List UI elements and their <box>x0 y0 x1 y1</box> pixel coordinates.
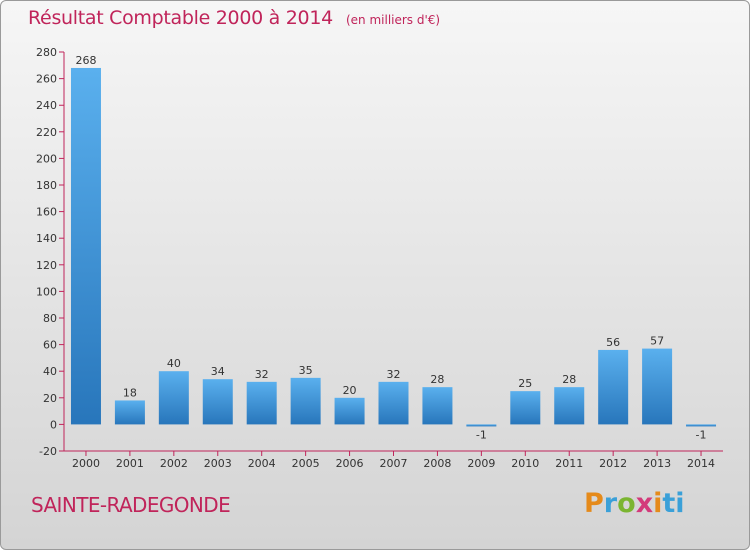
chart-title-text: Résultat Comptable 2000 à 2014 <box>28 7 333 29</box>
chart-unit-note: (en milliers d'€) <box>345 13 441 27</box>
x-tick-label: 2004 <box>248 457 276 470</box>
y-tick-label: 220 <box>36 126 57 139</box>
data-label: 20 <box>343 384 357 397</box>
bar <box>70 67 101 425</box>
y-tick-label: 0 <box>50 418 57 431</box>
logo-letter: ti <box>662 488 685 519</box>
y-tick-label: 240 <box>36 99 57 112</box>
bar <box>422 387 453 425</box>
y-tick-label: 280 <box>36 46 57 59</box>
y-tick-label: 20 <box>43 392 57 405</box>
data-label: 28 <box>562 373 576 386</box>
bar <box>334 397 365 425</box>
x-tick-label: 2005 <box>292 457 320 470</box>
bar <box>290 377 321 425</box>
bar <box>378 381 409 425</box>
x-tick-label: 2007 <box>380 457 408 470</box>
data-label: 40 <box>167 357 181 370</box>
x-tick-label: 2008 <box>423 457 451 470</box>
bar <box>158 371 189 425</box>
y-tick-label: -20 <box>39 445 57 458</box>
bar <box>686 424 717 427</box>
data-label: 32 <box>387 368 401 381</box>
bar <box>554 387 585 425</box>
x-tick-label: 2013 <box>643 457 671 470</box>
y-tick-label: 260 <box>36 73 57 86</box>
data-label: 57 <box>650 335 664 348</box>
y-tick-label: 200 <box>36 152 57 165</box>
commune-name: SAINTE-RADEGONDE <box>31 493 231 517</box>
y-tick-label: 140 <box>36 232 57 245</box>
logo-letter: x <box>635 488 654 519</box>
x-tick-label: 2000 <box>72 457 100 470</box>
x-tick-label: 2014 <box>687 457 715 470</box>
x-tick-label: 2003 <box>204 457 232 470</box>
x-tick-label: 2002 <box>160 457 188 470</box>
bar <box>642 348 673 425</box>
chart-title: Résultat Comptable 2000 à 2014 (en milli… <box>28 7 440 29</box>
y-tick-label: 180 <box>36 179 57 192</box>
bar <box>246 381 277 425</box>
x-tick-label: 2001 <box>116 457 144 470</box>
logo-letter: i <box>653 488 663 519</box>
data-label: 268 <box>75 54 96 67</box>
data-label: -1 <box>696 428 707 441</box>
data-label: 56 <box>606 336 620 349</box>
bar <box>466 424 497 427</box>
y-tick-label: 40 <box>43 365 57 378</box>
bar <box>202 379 233 425</box>
logo-letter: P <box>584 488 604 519</box>
x-tick-label: 2006 <box>336 457 364 470</box>
y-tick-label: 80 <box>43 312 57 325</box>
x-tick-label: 2009 <box>467 457 495 470</box>
logo-letter: r <box>603 488 618 519</box>
data-label: 18 <box>123 386 137 399</box>
bar <box>598 349 629 425</box>
data-label: 34 <box>211 365 225 378</box>
x-tick-label: 2011 <box>555 457 583 470</box>
x-tick-label: 2010 <box>511 457 539 470</box>
y-tick-label: 60 <box>43 339 57 352</box>
y-tick-label: 120 <box>36 259 57 272</box>
data-label: -1 <box>476 428 487 441</box>
data-label: 25 <box>518 377 532 390</box>
x-tick-label: 2012 <box>599 457 627 470</box>
logo-letter: o <box>617 488 636 519</box>
data-label: 35 <box>299 364 313 377</box>
y-tick-label: 100 <box>36 285 57 298</box>
data-label: 32 <box>255 368 269 381</box>
proxiti-logo: Proxiti <box>584 488 685 519</box>
bar <box>114 400 145 425</box>
bar <box>510 391 541 425</box>
data-label: 28 <box>430 373 444 386</box>
y-tick-label: 160 <box>36 206 57 219</box>
